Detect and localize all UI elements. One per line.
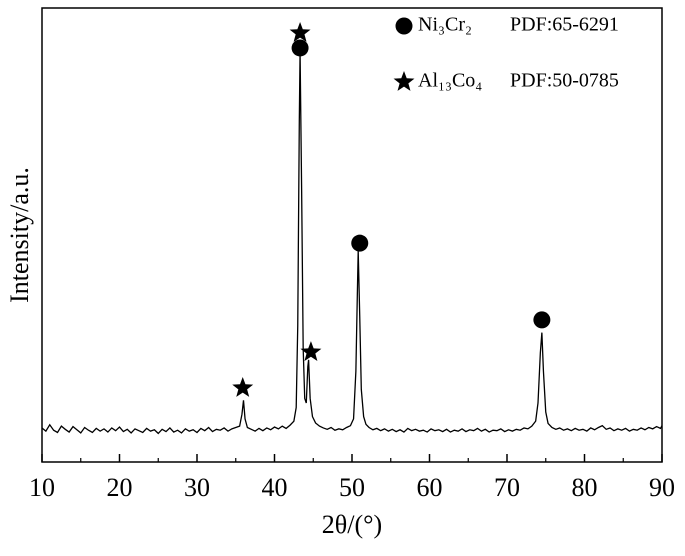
y-axis-label: Intensity/a.u. — [5, 167, 34, 303]
legend-pdf: PDF:65-6291 — [510, 14, 619, 36]
x-tick-label: 60 — [417, 473, 443, 502]
legend-symbol — [395, 17, 413, 35]
legend-pdf: PDF:50-0785 — [510, 70, 619, 92]
legend-name: Ni₃Cr₂ — [418, 14, 472, 36]
x-tick-label: 90 — [649, 473, 675, 502]
xrd-line — [41, 51, 663, 435]
legend-name: Al₁₃Co₄ — [418, 70, 482, 92]
peak-marker — [289, 21, 311, 42]
peak-marker — [300, 341, 322, 362]
x-tick-label: 10 — [29, 473, 55, 502]
x-tick-label: 40 — [262, 473, 288, 502]
peak-marker — [232, 377, 254, 397]
legend-symbol — [393, 71, 415, 91]
x-tick-label: 30 — [184, 473, 210, 502]
peak-marker — [351, 234, 369, 252]
peak-marker — [533, 311, 551, 329]
peak-marker — [291, 39, 309, 57]
x-tick-label: 20 — [107, 473, 133, 502]
x-tick-label: 80 — [572, 473, 598, 502]
x-tick-label: 50 — [339, 473, 365, 502]
x-axis-label: 2θ/(°) — [322, 510, 382, 539]
x-tick-label: 70 — [494, 473, 520, 502]
